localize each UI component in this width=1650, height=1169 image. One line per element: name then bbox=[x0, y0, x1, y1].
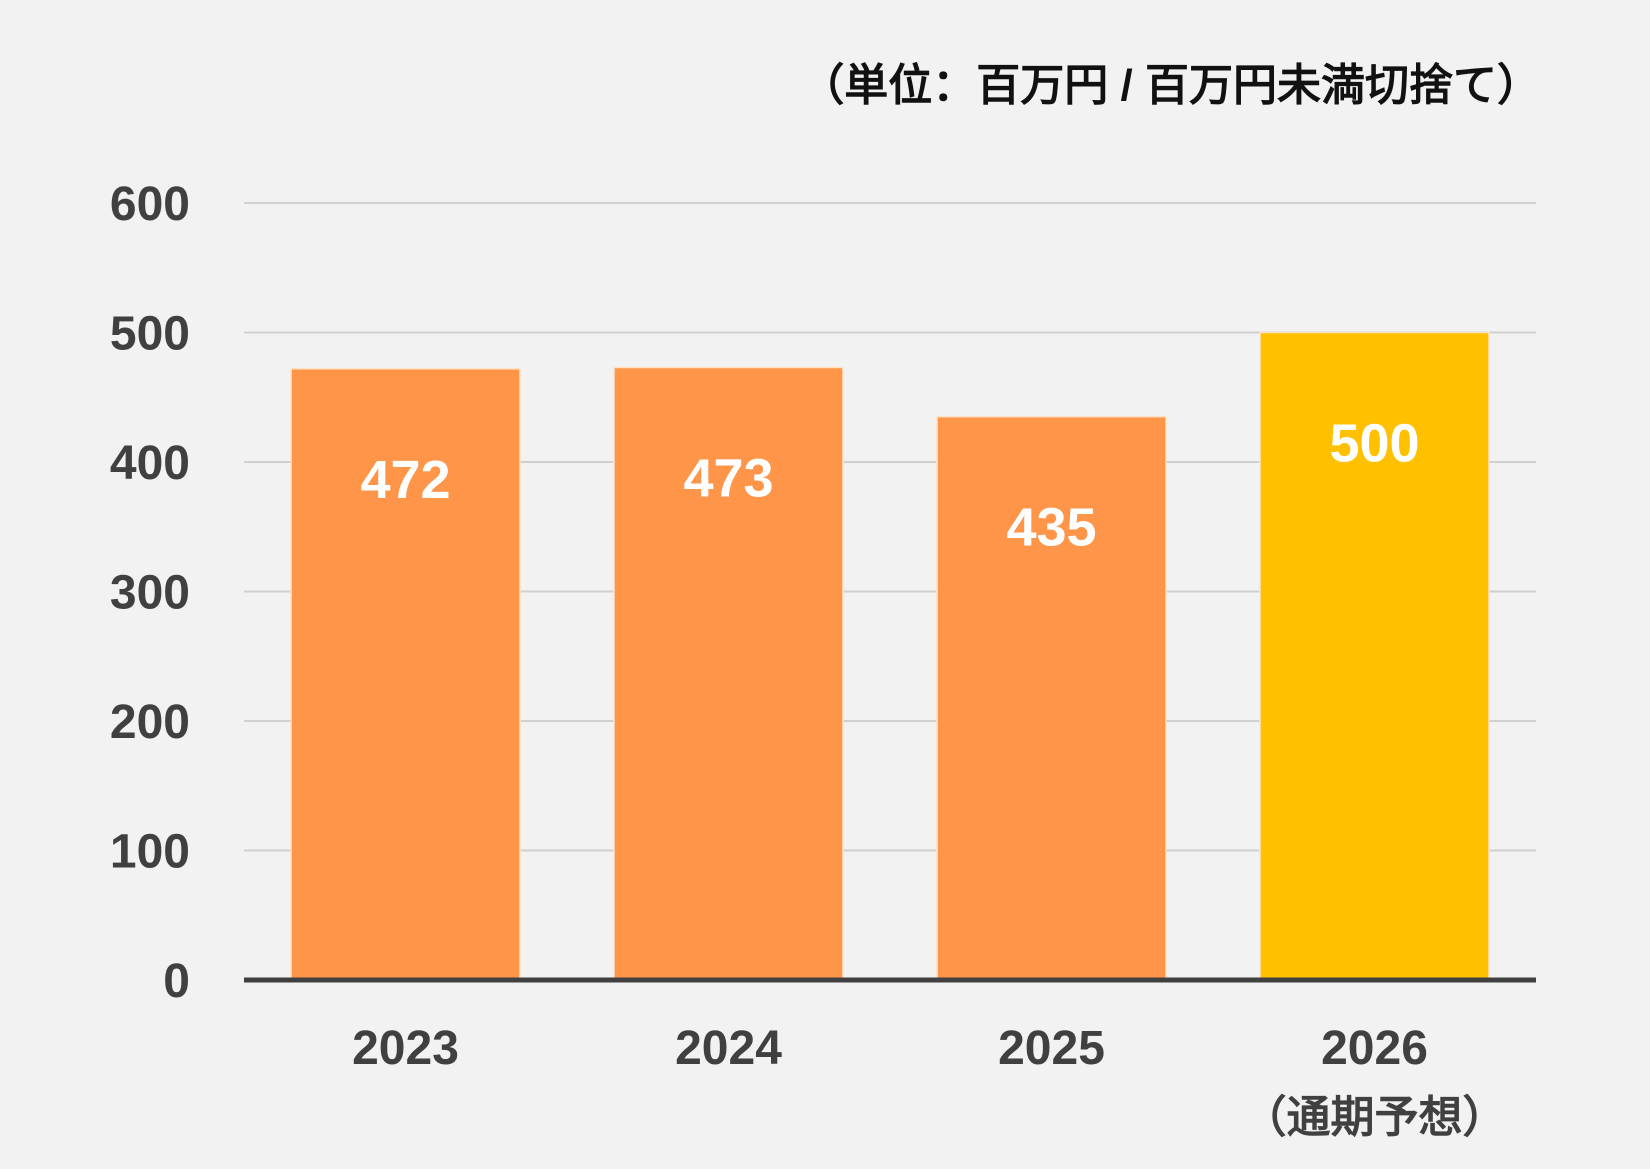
bar-2025 bbox=[936, 415, 1167, 981]
bar-2023 bbox=[290, 368, 521, 981]
x-tick-sublabel: （通期予想） bbox=[1243, 1093, 1507, 1142]
data-label: 473 bbox=[683, 448, 773, 508]
data-label: 472 bbox=[360, 450, 450, 510]
data-label: 500 bbox=[1329, 414, 1419, 474]
x-tick-label: 2026 bbox=[1321, 1022, 1428, 1075]
x-axis-ticks: 2023 2024 2025 2026 （通期予想） bbox=[352, 1022, 1506, 1142]
unit-note: （単位：百万円 / 百万円未満切捨て） bbox=[800, 61, 1541, 110]
bar-2026 bbox=[1259, 331, 1490, 981]
y-tick-label: 100 bbox=[110, 826, 190, 879]
y-tick-label: 500 bbox=[110, 308, 190, 361]
data-label: 435 bbox=[1006, 498, 1096, 558]
y-tick-label: 0 bbox=[163, 955, 190, 1008]
y-tick-label: 200 bbox=[110, 696, 190, 749]
bars: 472 473 435 500 bbox=[290, 331, 1490, 981]
x-tick-label: 2024 bbox=[675, 1022, 782, 1075]
y-axis-ticks: 0 100 200 300 400 500 600 bbox=[110, 178, 190, 1008]
bar-2024 bbox=[613, 366, 844, 981]
y-tick-label: 400 bbox=[110, 437, 190, 490]
x-tick-label: 2025 bbox=[998, 1022, 1105, 1075]
y-tick-label: 600 bbox=[110, 178, 190, 231]
y-tick-label: 300 bbox=[110, 567, 190, 620]
x-tick-label: 2023 bbox=[352, 1022, 459, 1075]
